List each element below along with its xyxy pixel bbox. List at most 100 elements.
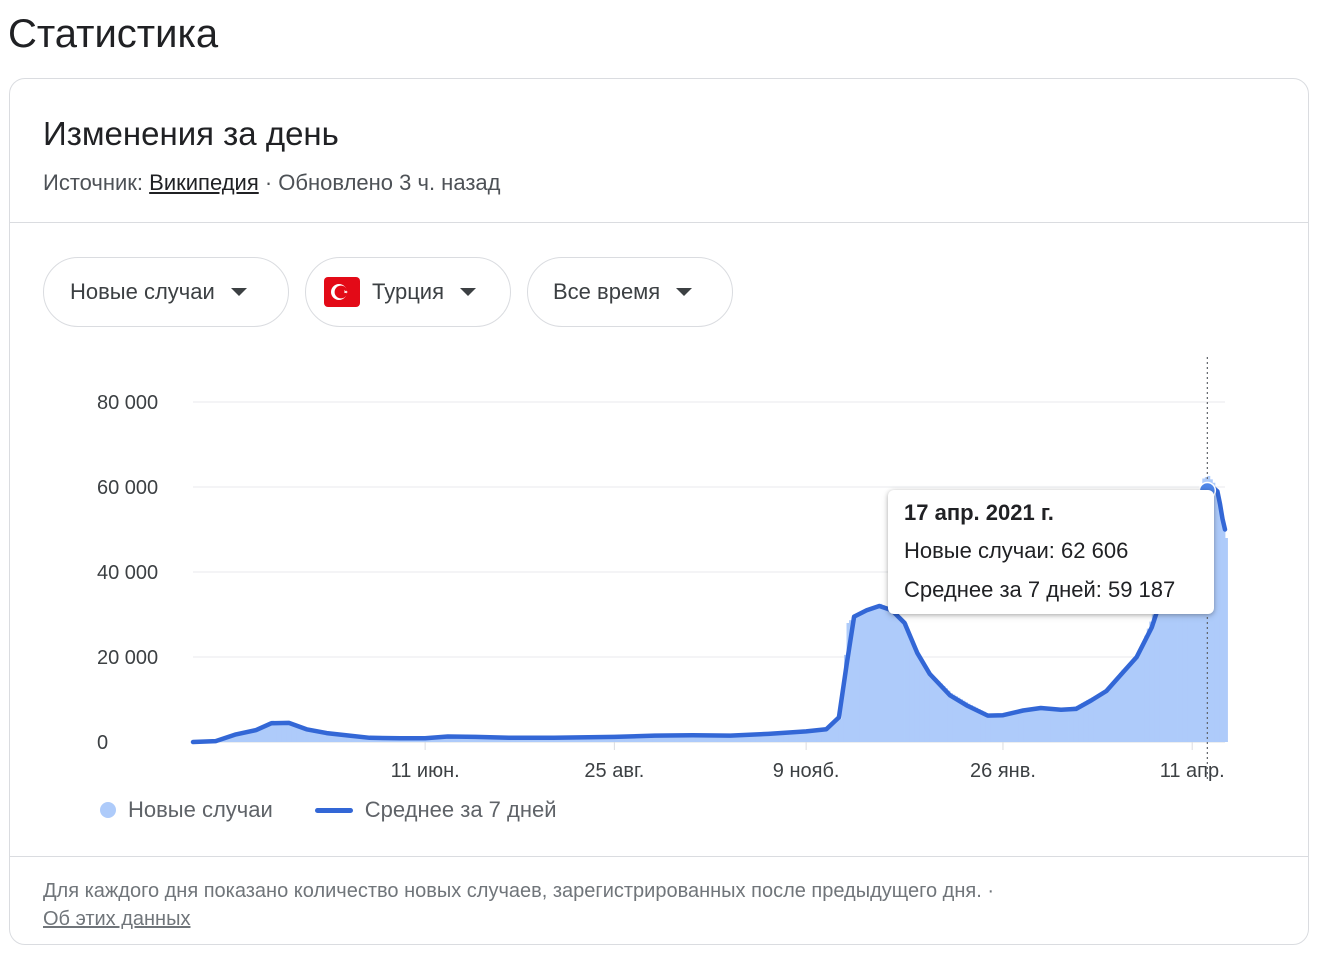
y-axis-ticks: 0 20 000 40 000 60 000 80 000: [97, 392, 158, 754]
bar: [1184, 525, 1188, 742]
bar: [311, 730, 315, 742]
bar: [339, 735, 343, 742]
bar: [856, 613, 860, 742]
bar: [1091, 697, 1095, 742]
bar: [493, 737, 497, 742]
bar: [1116, 676, 1120, 742]
bar: [1139, 649, 1143, 742]
bar: [1113, 679, 1117, 742]
bar: [884, 606, 888, 742]
footer-separator: ·: [981, 880, 994, 902]
chevron-down-icon: [676, 288, 693, 296]
bar: [261, 726, 265, 742]
source-link[interactable]: Википедия: [149, 170, 259, 195]
bar: [276, 721, 280, 742]
bar: [738, 734, 741, 742]
bar: [808, 730, 812, 742]
bar: [488, 737, 492, 742]
bar: [924, 667, 928, 742]
country-dropdown[interactable]: Турция: [305, 257, 511, 327]
bar: [1013, 712, 1016, 742]
bar: [349, 735, 353, 742]
bar: [1212, 482, 1216, 742]
bar: [765, 733, 769, 742]
bar: [758, 733, 762, 742]
bar: [450, 736, 454, 742]
bar: [934, 678, 938, 742]
bar: [1045, 708, 1049, 742]
bar: [982, 711, 986, 742]
bar: [717, 735, 721, 742]
bar: [859, 611, 863, 742]
bar: [748, 734, 752, 742]
bar: [1166, 577, 1170, 742]
bar: [768, 733, 772, 742]
bar: [1033, 708, 1037, 742]
bar: [871, 606, 875, 742]
bar: [251, 729, 254, 742]
bar: [1053, 708, 1057, 742]
bar: [775, 732, 779, 742]
y-tick-label: 60 000: [97, 477, 158, 499]
bar: [334, 735, 338, 742]
bar: [987, 714, 991, 742]
metric-dropdown[interactable]: Новые случаи: [43, 257, 289, 327]
bar: [341, 735, 345, 742]
bar: [823, 728, 827, 742]
bar: [932, 676, 936, 742]
bar: [909, 636, 913, 742]
bar: [1060, 708, 1064, 742]
bar: [256, 728, 260, 742]
bar: [309, 730, 312, 742]
bar: [642, 735, 646, 742]
chevron-down-icon: [460, 288, 476, 296]
bar: [1048, 708, 1052, 742]
bar: [690, 735, 693, 742]
bar: [831, 724, 835, 742]
bar: [470, 736, 474, 742]
bar: [952, 694, 956, 742]
bar: [813, 729, 817, 742]
bar: [659, 734, 663, 742]
bar: [828, 726, 832, 742]
bar: [692, 735, 696, 742]
bar: [639, 735, 643, 742]
bar: [225, 737, 229, 742]
bar: [647, 735, 651, 742]
bar: [1015, 711, 1019, 742]
bar: [1108, 685, 1112, 742]
bar: [720, 735, 724, 742]
legend-bars-label: Новые случаи: [128, 797, 273, 822]
bar: [245, 731, 249, 742]
bar: [235, 733, 239, 742]
x-tick-label: 26 янв.: [970, 760, 1036, 782]
tooltip-average: Среднее за 7 дней: 59 187: [904, 577, 1176, 602]
bar: [695, 735, 699, 742]
bar: [725, 735, 729, 742]
about-data-link[interactable]: Об этих данных: [43, 908, 191, 930]
bar: [677, 735, 681, 742]
bar: [1189, 514, 1193, 742]
bar: [732, 735, 736, 742]
turkey-flag-icon: [324, 277, 360, 307]
bar: [788, 731, 792, 742]
bar: [942, 685, 946, 742]
bar: [455, 736, 459, 742]
updated-text: · Обновлено 3 ч. назад: [258, 170, 501, 195]
bar: [1101, 691, 1105, 742]
bar: [861, 610, 865, 742]
bar: [1088, 698, 1092, 742]
period-dropdown[interactable]: Все время: [527, 257, 733, 327]
bar: [1005, 713, 1009, 742]
bar: [1066, 707, 1069, 742]
x-tick-label: 9 нояб.: [773, 760, 840, 782]
bar: [985, 713, 989, 742]
bar: [243, 731, 247, 742]
bar: [702, 735, 706, 742]
bar: [753, 733, 757, 742]
bar: [1172, 570, 1175, 742]
chart-legend: Новые случаи Среднее за 7 дней: [100, 797, 557, 823]
bar: [914, 650, 918, 742]
bar: [997, 714, 1001, 742]
